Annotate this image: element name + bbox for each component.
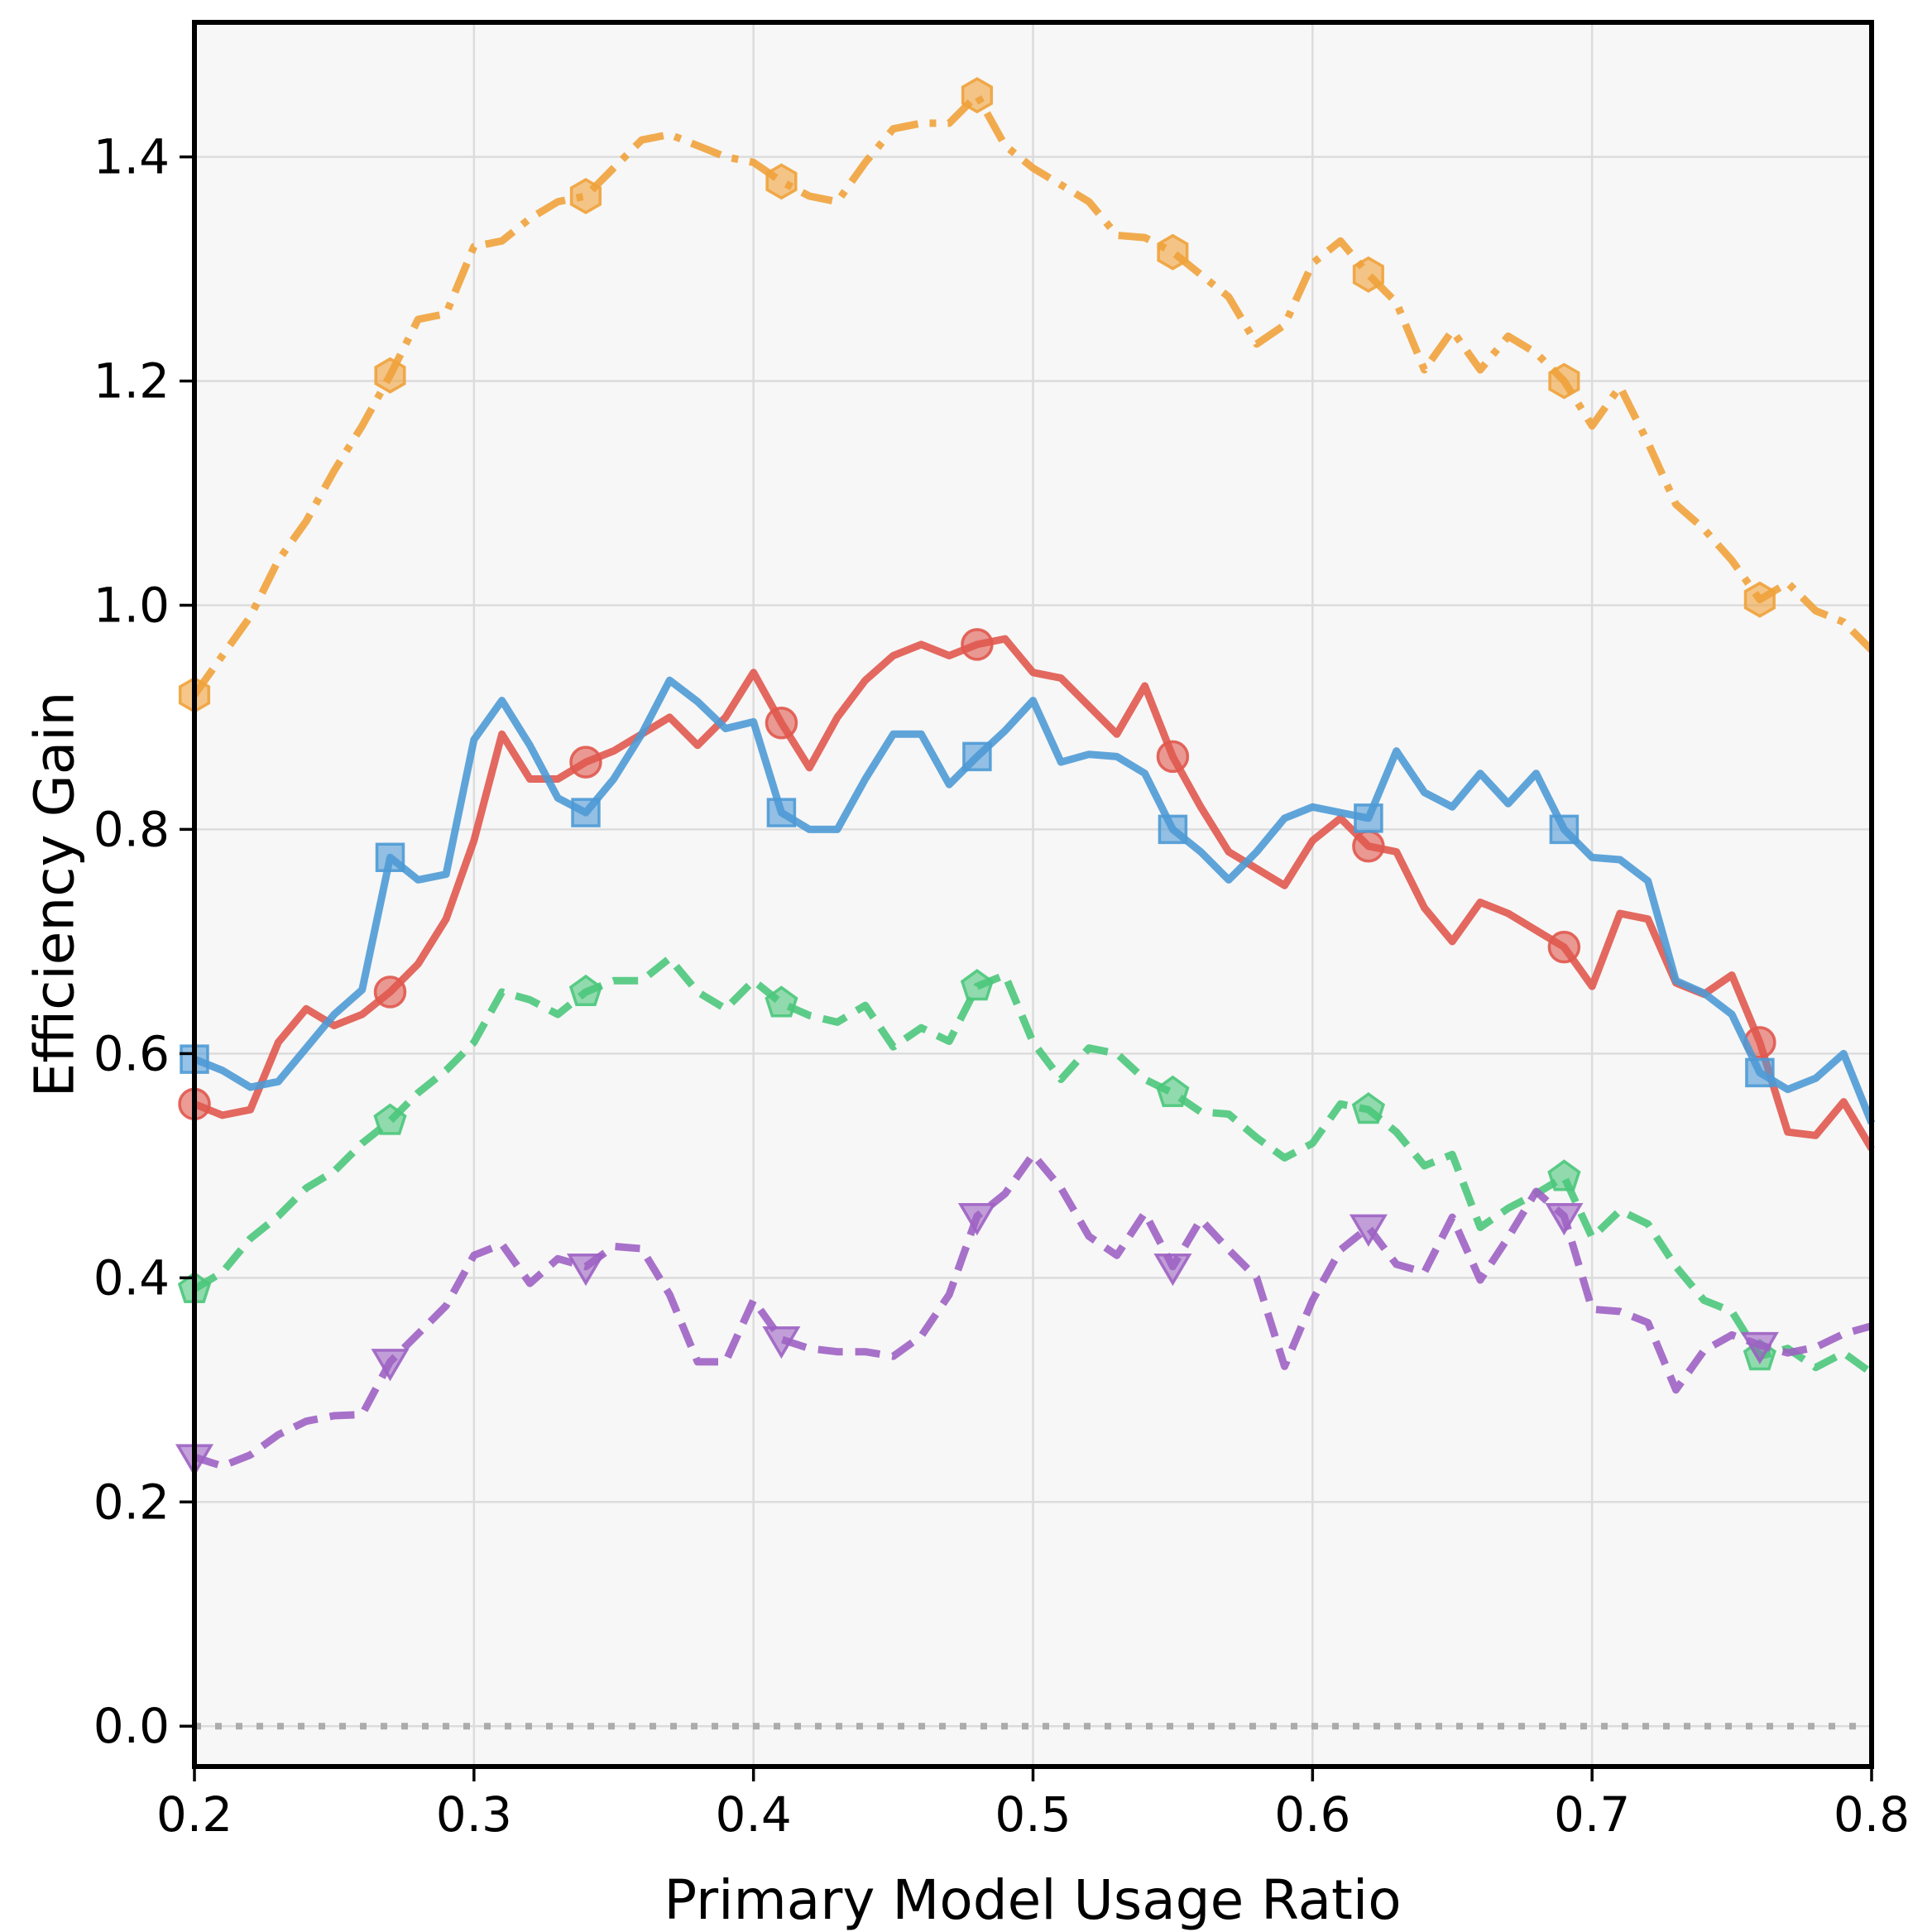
series-orange-dashdot-hexagon-marker <box>569 177 602 215</box>
series-orange-dashdot-hexagon-marker <box>961 77 994 114</box>
series-green-dashed-pentagon-line <box>192 954 1874 1377</box>
series-green-dashed-pentagon-marker <box>960 968 995 1001</box>
series-purple-dashed-triangle-marker <box>762 1326 801 1359</box>
series-green-dashed-pentagon-marker <box>1156 1075 1190 1107</box>
series-blue-solid-square-marker <box>1158 814 1188 845</box>
series-red-solid-circle-marker <box>373 976 407 1009</box>
series-orange-dashdot-hexagon <box>178 77 1875 713</box>
series-red-solid-circle-marker <box>1352 829 1385 863</box>
series-orange-dashdot-hexagon-marker <box>1157 233 1189 271</box>
series-purple-dashed-triangle-marker <box>1740 1331 1779 1365</box>
series-orange-dashdot-hexagon-marker <box>765 163 798 200</box>
series-blue-solid-square-marker <box>1745 1057 1775 1088</box>
y-tick-label: 0.6 <box>93 1025 170 1081</box>
x-tick-label: 0.2 <box>156 1786 233 1843</box>
series-orange-dashdot-hexagon-line <box>191 91 1875 698</box>
y-tick-label: 1.4 <box>93 129 170 185</box>
series-red-solid-circle-marker <box>961 628 994 661</box>
series-blue-solid-square-marker <box>962 741 992 772</box>
series-red-solid-circle-line <box>193 635 1875 1151</box>
series-green-dashed-pentagon-marker <box>765 985 798 1018</box>
y-tick-label: 1.2 <box>93 353 170 410</box>
y-tick-label: 0.8 <box>93 801 170 857</box>
series-green-dashed-pentagon-marker <box>568 974 603 1006</box>
series-red-solid-circle-marker <box>765 706 798 740</box>
series-purple-dashed-triangle <box>175 1150 1873 1477</box>
y-tick-label: 0.0 <box>93 1698 170 1754</box>
x-tick-label: 0.6 <box>1274 1786 1350 1843</box>
series-green-dashed-pentagon <box>177 954 1874 1377</box>
x-axis-title: Primary Model Usage Ratio <box>664 1868 1402 1932</box>
series-purple-dashed-triangle-marker <box>1349 1214 1388 1247</box>
series-red-solid-circle-marker <box>569 745 602 779</box>
series-green-dashed-pentagon-marker <box>1351 1091 1386 1124</box>
series-purple-dashed-triangle-marker <box>1153 1254 1192 1287</box>
series-red-solid-circle-marker <box>1156 740 1190 774</box>
series-blue-solid-square-marker <box>1354 803 1383 833</box>
y-tick-label: 0.4 <box>93 1249 170 1306</box>
y-axis-title: Efficiency Gain <box>22 691 87 1098</box>
x-tick-label: 0.3 <box>436 1786 512 1843</box>
series-red-solid-circle-marker <box>1547 930 1581 964</box>
series-blue-solid-square-marker <box>1549 814 1580 845</box>
x-tick-label: 0.7 <box>1554 1786 1630 1843</box>
series-blue-solid-square-line <box>193 676 1876 1125</box>
series-orange-dashdot-hexagon-marker <box>1548 362 1580 400</box>
x-tick-label: 0.4 <box>716 1786 792 1843</box>
series-purple-dashed-triangle-marker <box>1545 1203 1584 1236</box>
series-orange-dashdot-hexagon-marker <box>1743 581 1776 618</box>
y-tick-label: 1.0 <box>93 577 170 633</box>
series-purple-dashed-triangle-marker <box>566 1254 606 1287</box>
series-orange-dashdot-hexagon-marker <box>1352 256 1384 293</box>
series-green-dashed-pentagon-marker <box>1547 1159 1581 1191</box>
series-green-dashed-pentagon-marker <box>373 1103 407 1135</box>
series-blue-solid-square-marker <box>766 798 797 827</box>
series-purple-dashed-triangle-marker <box>957 1203 996 1236</box>
series-orange-dashdot-hexagon-marker <box>374 357 406 394</box>
series-purple-dashed-triangle-line <box>193 1150 1873 1470</box>
series-blue-solid-square-marker <box>375 842 405 873</box>
series-purple-dashed-triangle-marker <box>371 1349 410 1382</box>
x-tick-label: 0.5 <box>995 1786 1071 1843</box>
y-tick-label: 0.2 <box>93 1474 170 1530</box>
series-blue-solid-square-marker <box>571 798 601 827</box>
x-tick-label: 0.8 <box>1834 1786 1910 1843</box>
series-red-solid-circle <box>178 628 1875 1151</box>
